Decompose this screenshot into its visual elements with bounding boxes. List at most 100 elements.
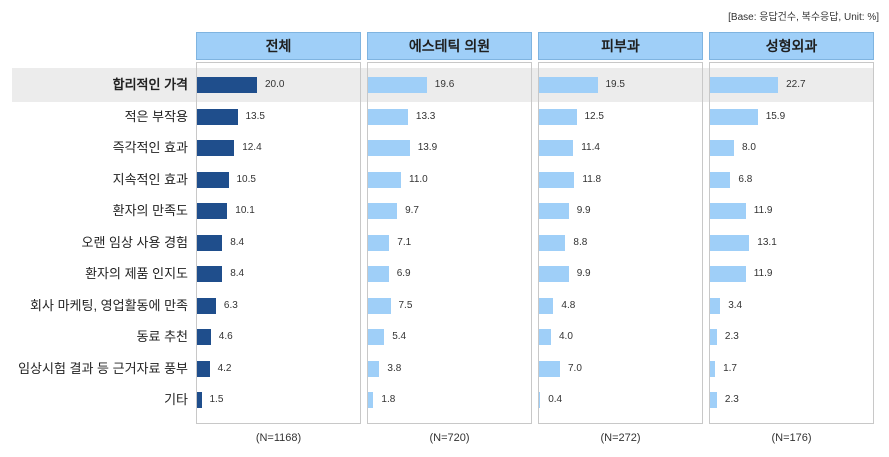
- bar: [539, 171, 575, 188]
- value-label: 8.4: [230, 268, 245, 279]
- bar: [197, 297, 216, 314]
- bar: [710, 203, 746, 219]
- value-label: 11.4: [581, 142, 600, 153]
- value-label: 4.0: [559, 331, 573, 342]
- bar: [710, 266, 746, 282]
- bar: [368, 108, 408, 125]
- bar: [368, 392, 374, 408]
- category-label: 동료 추천: [136, 329, 188, 344]
- category-label: 오랜 임상 사용 경험: [81, 234, 188, 250]
- bar: [710, 140, 734, 156]
- bar: [710, 360, 716, 377]
- bar: [368, 234, 390, 251]
- bar: [368, 171, 401, 188]
- value-label: 9.9: [576, 268, 591, 279]
- value-label: 10.1: [235, 205, 255, 216]
- unit-note: [Base: 응답건수, 복수응답, Unit: %]: [728, 12, 879, 23]
- bar: [710, 234, 750, 251]
- value-label: 9.9: [576, 205, 591, 216]
- value-label: 7.0: [568, 362, 582, 374]
- value-label: 11.9: [753, 205, 773, 216]
- series-panel: [196, 62, 361, 424]
- bar: [197, 77, 257, 93]
- bar: [539, 329, 551, 345]
- sample-size: (N=272): [600, 432, 641, 444]
- series-header: 에스테틱 의원: [367, 32, 532, 60]
- category-label: 적은 부작용: [124, 108, 188, 124]
- category-label: 회사 마케팅, 영업활동에 만족: [30, 297, 188, 313]
- bar: [197, 360, 210, 377]
- bar: [710, 329, 717, 345]
- value-label: 11.0: [409, 173, 428, 185]
- bar: [368, 266, 389, 282]
- bar: [539, 297, 554, 314]
- value-label: 8.0: [742, 142, 756, 153]
- bar: [368, 297, 391, 314]
- value-label: 4.6: [218, 331, 233, 342]
- value-label: 4.2: [217, 362, 232, 374]
- value-label: 1.5: [209, 394, 224, 405]
- category-label: 즉각적인 효과: [112, 140, 188, 155]
- value-label: 6.8: [738, 173, 753, 185]
- bar: [197, 392, 202, 408]
- category-label: 지속적인 효과: [112, 171, 188, 187]
- bar: [197, 140, 235, 156]
- bar: [539, 234, 566, 251]
- bar: [710, 108, 758, 125]
- value-label: 8.4: [230, 236, 245, 248]
- value-label: 4.8: [561, 299, 576, 311]
- bar: [539, 108, 577, 125]
- bar: [368, 77, 427, 93]
- value-label: 8.8: [573, 236, 588, 248]
- bar: [710, 297, 721, 314]
- bar: [197, 108, 238, 125]
- sample-size: (N=1168): [255, 432, 302, 444]
- value-label: 1.7: [723, 362, 737, 374]
- value-label: 11.8: [582, 173, 602, 185]
- series-panel: [367, 62, 532, 424]
- category-label: 기타: [164, 392, 188, 407]
- value-label: 10.5: [236, 173, 256, 185]
- bar: [368, 360, 380, 377]
- bar: [710, 171, 731, 188]
- sample-size: (N=720): [429, 432, 470, 444]
- value-label: 11.9: [753, 268, 773, 279]
- bar: [539, 203, 569, 219]
- bar: [539, 360, 560, 377]
- value-label: 13.5: [245, 110, 265, 122]
- value-label: 2.3: [724, 394, 739, 405]
- bar: [368, 203, 398, 219]
- bar: [368, 140, 410, 156]
- value-label: 1.8: [381, 394, 396, 405]
- value-label: 9.7: [405, 205, 419, 216]
- value-label: 7.5: [398, 299, 413, 311]
- value-label: 12.5: [584, 110, 604, 122]
- bar: [710, 392, 717, 408]
- bar: [539, 266, 569, 282]
- value-label: 3.4: [728, 299, 743, 311]
- value-label: 6.3: [223, 299, 238, 311]
- value-label: 22.7: [786, 79, 806, 90]
- value-label: 3.8: [387, 362, 402, 374]
- bar: [197, 171, 229, 188]
- series-panel: [538, 62, 703, 424]
- bar: [539, 140, 574, 156]
- value-label: 13.1: [757, 236, 777, 248]
- value-label: 13.3: [415, 110, 436, 122]
- value-label: 2.3: [724, 331, 739, 342]
- category-label: 임상시험 결과 등 근거자료 풍부: [18, 360, 188, 376]
- value-label: 5.4: [392, 331, 407, 342]
- bar: [197, 329, 211, 345]
- value-label: 19.6: [434, 79, 455, 90]
- value-label: 12.4: [242, 142, 262, 153]
- value-label: 7.1: [397, 236, 412, 248]
- sample-size: (N=176): [771, 432, 812, 444]
- bar: [368, 329, 385, 345]
- value-label: 13.9: [417, 142, 438, 153]
- value-label: 19.5: [605, 79, 625, 90]
- category-label: 합리적인 가격: [112, 77, 188, 92]
- value-label: 0.4: [548, 394, 563, 405]
- category-label: 환자의 만족도: [112, 203, 188, 218]
- series-panel: [709, 62, 874, 424]
- value-label: 6.9: [396, 268, 411, 279]
